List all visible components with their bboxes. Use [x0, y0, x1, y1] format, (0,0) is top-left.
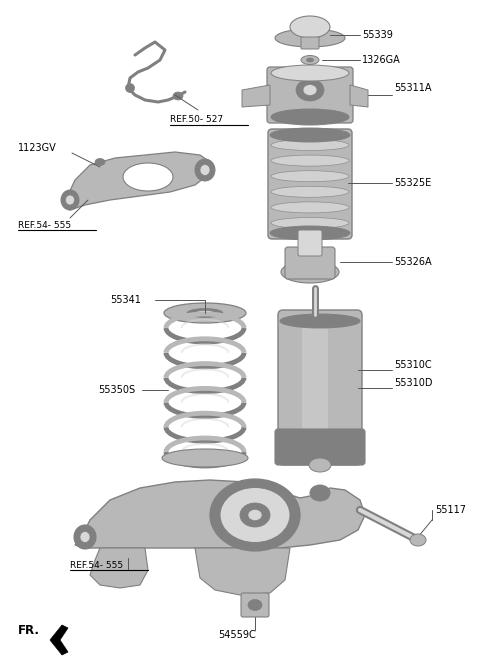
Ellipse shape: [270, 226, 350, 240]
Ellipse shape: [123, 163, 173, 191]
Ellipse shape: [195, 159, 215, 181]
Ellipse shape: [307, 58, 313, 62]
Text: FR.: FR.: [18, 623, 40, 637]
Ellipse shape: [65, 195, 74, 205]
Text: 55310C: 55310C: [394, 360, 432, 370]
Ellipse shape: [271, 217, 349, 229]
Text: 55311A: 55311A: [394, 83, 432, 93]
Text: 55339: 55339: [362, 30, 393, 40]
Polygon shape: [65, 152, 210, 210]
Ellipse shape: [270, 128, 350, 142]
Ellipse shape: [271, 187, 349, 197]
Text: 54559C: 54559C: [218, 630, 256, 640]
Text: 55341: 55341: [110, 295, 141, 305]
Text: REF.54- 555: REF.54- 555: [70, 560, 123, 570]
Text: 55325E: 55325E: [394, 178, 431, 188]
FancyBboxPatch shape: [285, 247, 335, 279]
Ellipse shape: [240, 503, 270, 527]
FancyBboxPatch shape: [298, 230, 322, 256]
Ellipse shape: [200, 164, 210, 175]
Ellipse shape: [271, 109, 349, 125]
Ellipse shape: [125, 83, 134, 93]
Ellipse shape: [280, 314, 360, 328]
FancyBboxPatch shape: [268, 129, 352, 239]
Polygon shape: [242, 85, 270, 107]
Ellipse shape: [74, 525, 96, 549]
Text: REF.54- 555: REF.54- 555: [18, 221, 71, 229]
FancyBboxPatch shape: [278, 310, 362, 465]
Ellipse shape: [61, 190, 79, 210]
Text: 1326GA: 1326GA: [362, 55, 401, 65]
Ellipse shape: [164, 303, 246, 323]
Polygon shape: [195, 548, 290, 595]
Polygon shape: [90, 548, 148, 588]
Ellipse shape: [95, 158, 105, 166]
Text: 55117: 55117: [435, 505, 466, 515]
Ellipse shape: [162, 449, 248, 467]
Ellipse shape: [410, 534, 426, 546]
Ellipse shape: [303, 85, 317, 95]
FancyBboxPatch shape: [275, 429, 365, 465]
FancyBboxPatch shape: [302, 321, 328, 454]
Ellipse shape: [271, 155, 349, 166]
FancyBboxPatch shape: [267, 67, 353, 123]
Ellipse shape: [220, 487, 290, 543]
Ellipse shape: [296, 79, 324, 101]
FancyBboxPatch shape: [241, 593, 269, 617]
Ellipse shape: [210, 479, 300, 551]
Ellipse shape: [271, 202, 349, 213]
Ellipse shape: [80, 532, 90, 543]
Ellipse shape: [248, 509, 262, 520]
Ellipse shape: [195, 311, 215, 315]
Polygon shape: [50, 625, 68, 655]
Ellipse shape: [310, 485, 330, 501]
Polygon shape: [75, 480, 365, 548]
Text: 55310D: 55310D: [394, 378, 432, 388]
Ellipse shape: [248, 599, 262, 610]
Text: 1123GV: 1123GV: [18, 143, 57, 153]
Ellipse shape: [301, 55, 319, 64]
Ellipse shape: [271, 139, 349, 150]
Text: 55350S: 55350S: [98, 385, 135, 395]
Ellipse shape: [271, 171, 349, 182]
Ellipse shape: [173, 92, 183, 100]
FancyBboxPatch shape: [301, 37, 319, 49]
Ellipse shape: [271, 65, 349, 81]
Ellipse shape: [290, 16, 330, 38]
Polygon shape: [350, 85, 368, 107]
Ellipse shape: [187, 309, 223, 317]
Text: REF.50- 527: REF.50- 527: [170, 116, 223, 124]
Ellipse shape: [275, 29, 345, 47]
Ellipse shape: [309, 458, 331, 472]
Text: 55326A: 55326A: [394, 257, 432, 267]
Ellipse shape: [281, 261, 339, 283]
